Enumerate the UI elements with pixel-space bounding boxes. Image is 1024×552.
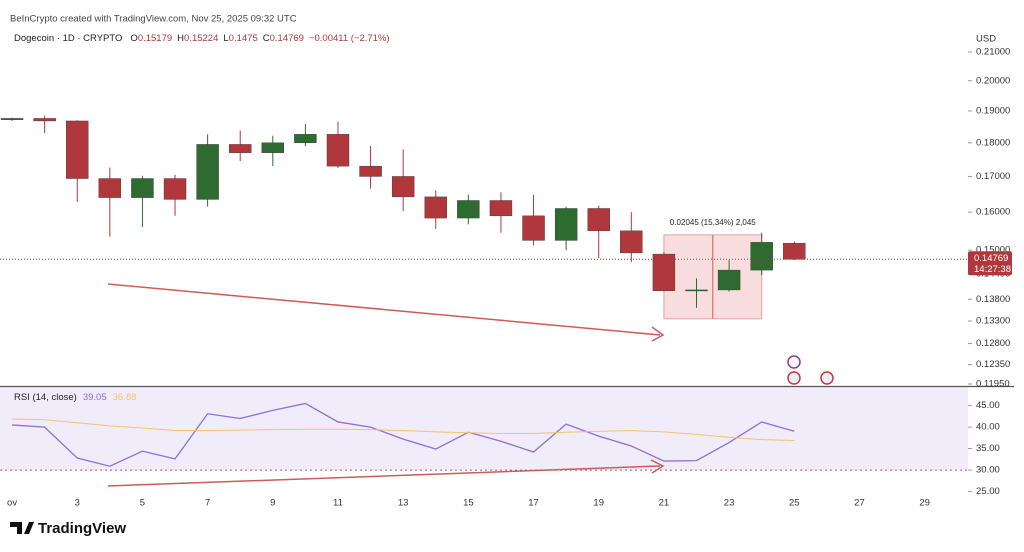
candle-body xyxy=(294,134,317,143)
candle-body xyxy=(261,142,284,153)
ohlc-label: O xyxy=(130,33,137,44)
y-tick-label: 30.00 xyxy=(976,465,1000,476)
credit: BeInCrypto created with TradingView.com,… xyxy=(10,14,297,25)
candle-body xyxy=(554,208,578,241)
candle-body xyxy=(196,144,219,200)
y-tick-label: 0.21000 xyxy=(976,47,1010,58)
y-tick-label: 0.15000 xyxy=(976,245,1010,256)
rsi-legend: RSI (14, close) 39.05 36.88 xyxy=(14,392,136,403)
x-tick-label: 25 xyxy=(789,498,800,509)
title: RSI (14, close) xyxy=(14,392,77,403)
candle-body xyxy=(457,200,480,219)
candle-body xyxy=(131,178,154,198)
x-tick-label: 5 xyxy=(140,498,145,509)
brand: TradingView xyxy=(38,520,126,537)
x-tick-label: 21 xyxy=(659,498,670,509)
x-tick-label: 19 xyxy=(593,498,604,509)
change: −0.00411 (−2.71%) xyxy=(309,33,390,44)
candle-body xyxy=(489,200,513,217)
candle-body xyxy=(620,230,643,254)
last-price-label: 0.14769 xyxy=(974,253,1008,264)
currency: USD xyxy=(976,34,996,45)
measure-label: 0.02045 (15.34%) 2,045 xyxy=(670,218,756,227)
price-legend: Dogecoin · 1D · CRYPTO O0.15179 H0.15224 L0… xyxy=(14,33,390,44)
x-tick-label: 29 xyxy=(919,498,930,509)
y-tick-label: 0.18000 xyxy=(976,137,1010,148)
divergence-arrow xyxy=(107,283,661,336)
x-tick-label: 11 xyxy=(333,498,343,509)
x-tick-label: 15 xyxy=(463,498,474,509)
candle-body xyxy=(587,208,610,232)
x-tick-label: 7 xyxy=(205,498,210,509)
rsi-value: 36.88 xyxy=(113,392,137,403)
ohlc-label: H xyxy=(177,33,184,44)
y-tick-label: 40.00 xyxy=(976,422,1000,433)
candle-body xyxy=(522,215,545,241)
candle-body xyxy=(717,269,741,291)
candle-body xyxy=(750,242,773,271)
x-tick-label: 27 xyxy=(854,498,865,509)
ohlc-value: 0.14769 xyxy=(270,33,304,44)
y-tick-label: 35.00 xyxy=(976,443,1000,454)
y-tick-label: 0.11950 xyxy=(976,379,1010,390)
ohlc-label: C xyxy=(263,33,270,44)
ohlc-value: 0.15224 xyxy=(184,33,218,44)
candle-body xyxy=(424,196,447,219)
x-tick-label: 9 xyxy=(270,498,275,509)
y-tick-label: 0.20000 xyxy=(976,75,1010,86)
x-tick-label: 17 xyxy=(528,498,539,509)
x-tick-label: 23 xyxy=(724,498,735,509)
rsi-line xyxy=(12,402,795,467)
y-tick-label: 0.13300 xyxy=(976,316,1010,327)
y-tick-label: 0.16000 xyxy=(976,207,1010,218)
x-tick-label: 13 xyxy=(398,498,409,509)
candle-body xyxy=(783,242,806,260)
title: Dogecoin · 1D · CRYPTO xyxy=(14,33,122,44)
arrow-head xyxy=(651,326,665,342)
candle-body xyxy=(98,178,122,198)
candle-body xyxy=(229,144,252,153)
x-tick-label: 3 xyxy=(75,498,80,509)
y-tick-label: 0.12800 xyxy=(976,338,1010,349)
candle-body xyxy=(326,134,350,167)
ohlc-label: L xyxy=(223,33,228,44)
y-tick-label: 0.12350 xyxy=(976,359,1010,370)
last-price-tag xyxy=(968,251,1012,276)
divergence-arrow xyxy=(107,465,661,487)
ohlc-value: 0.15179 xyxy=(138,33,172,44)
rsi-value: 39.05 xyxy=(83,392,107,403)
y-tick-label: 0.19000 xyxy=(976,105,1010,116)
y-tick-label: 45.00 xyxy=(976,400,1000,411)
event-icons xyxy=(787,355,834,385)
candle-body xyxy=(685,289,708,292)
logo: TradingView xyxy=(10,520,126,537)
countdown: 14:27:38 xyxy=(974,264,1011,275)
candle-body xyxy=(391,176,415,198)
rsi-line xyxy=(12,418,795,442)
y-tick-label: 0.13800 xyxy=(976,294,1010,305)
candle-body xyxy=(359,165,382,177)
x-tick-label: ov xyxy=(7,498,17,509)
candle-body xyxy=(33,118,56,122)
y-tick-label: 0.17000 xyxy=(976,171,1010,182)
candle-body xyxy=(163,178,187,200)
y-tick-label: 25.00 xyxy=(976,486,1000,497)
candle-body xyxy=(652,253,676,291)
candle-body xyxy=(66,120,89,179)
ohlc-value: 0.1475 xyxy=(229,33,258,44)
arrow-head xyxy=(650,459,665,474)
candle-body xyxy=(0,118,24,120)
